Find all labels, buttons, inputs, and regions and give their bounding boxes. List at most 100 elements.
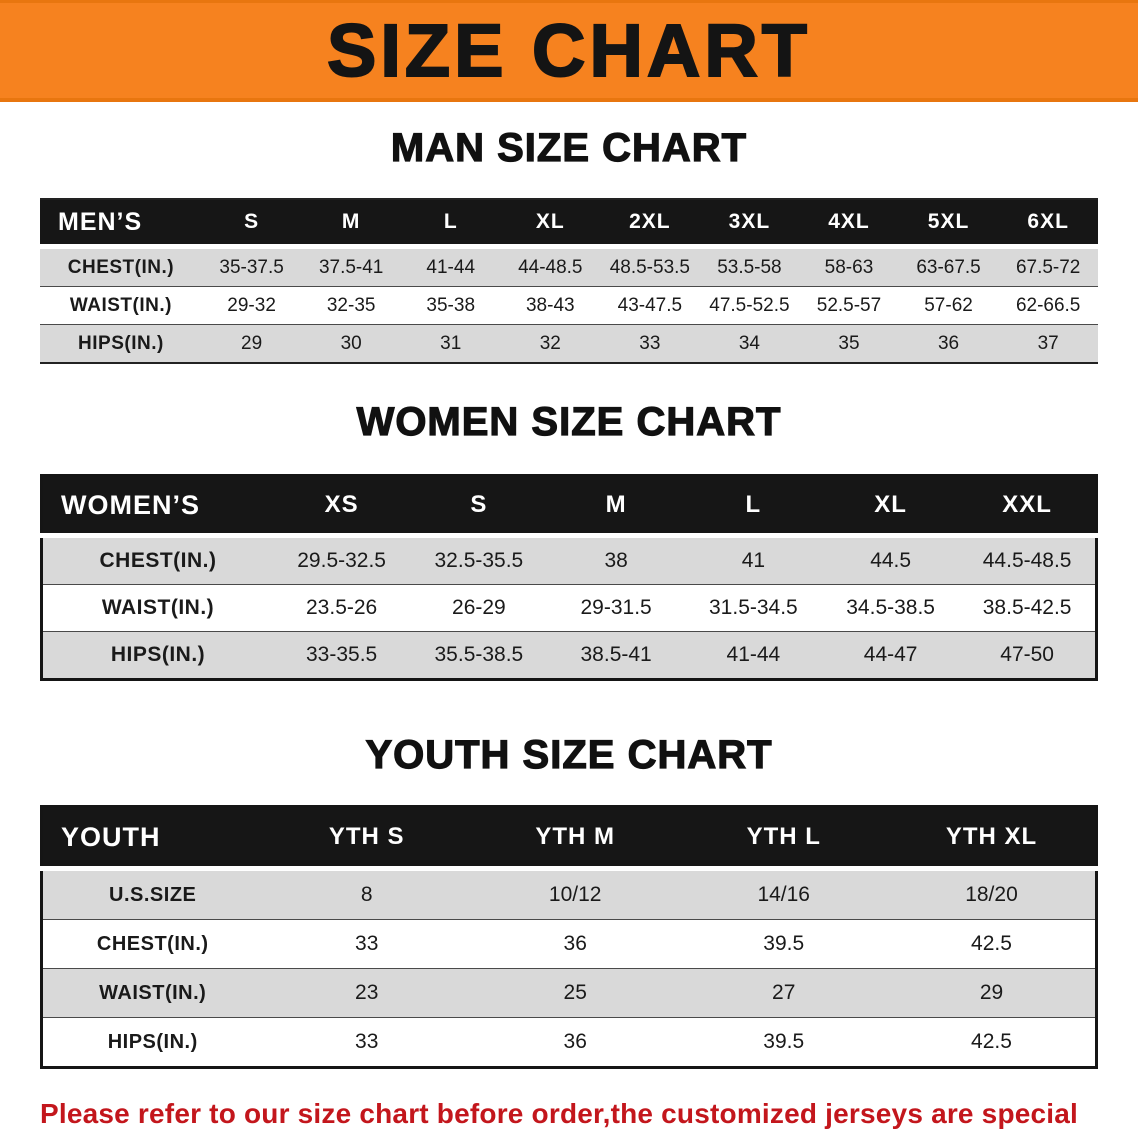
size-value-cell: 37 [998, 324, 1098, 363]
size-value-cell: 31.5-34.5 [684, 584, 822, 632]
size-value-cell: 48.5-53.5 [609, 256, 690, 278]
size-value-cell: 33 [600, 324, 700, 363]
size-value-cell: 8 [360, 883, 373, 906]
size-value-cell: 58-63 [824, 256, 874, 278]
size-column-header: YTH XL [887, 806, 1097, 871]
size-value-cell: 57-62 [898, 286, 999, 325]
measurement-row-label: HIPS(IN.) [41, 1017, 263, 1068]
men-section-heading: MAN SIZE CHART [390, 125, 748, 170]
section-men: MAN SIZE CHART MEN’S S M L XL 2XL 3XL 4XL 5XL 6XL… [0, 124, 1138, 364]
size-value-cell: 44-47 [822, 631, 960, 680]
size-value-cell: 29.5-32.5 [297, 549, 386, 572]
size-column-header: 4XL [799, 199, 899, 249]
table-row: HIPS(IN.) 33 36 39.5 42.5 [41, 1017, 1097, 1068]
size-value-cell: 35 [799, 324, 899, 363]
table-row: WAIST(IN.) 29-32 32-35 35-38 38-43 43-47.5 47.… [40, 286, 1098, 325]
size-value-cell: 25 [470, 968, 680, 1018]
size-value-cell: 36 [898, 324, 999, 363]
size-value-cell: 47.5-52.5 [699, 286, 800, 325]
page-title: SIZE CHART [326, 8, 811, 92]
women-section-heading: WOMEN SIZE CHART [356, 399, 782, 444]
size-value-cell: 43-47.5 [600, 286, 700, 325]
size-column-header: XL [500, 199, 601, 249]
youth-size-table: YOUTH YTH S YTH M YTH L YTH XL U.S.SIZE 8 10/12… [40, 805, 1098, 1069]
table-row: CHEST(IN.) 29.5-32.5 32.5-35.5 38 41 44.5 44.5… [41, 535, 1097, 585]
youth-section-heading: YOUTH SIZE CHART [365, 732, 773, 777]
women-table-title-cell: WOMEN’S [41, 475, 273, 538]
size-value-cell: 31 [400, 324, 501, 363]
measurement-row-label: CHEST(IN.) [67, 256, 175, 278]
women-size-table: WOMEN’S XS S M L XL XXL CHEST(IN.) 29.5-32.5 32.5… [40, 474, 1098, 681]
size-value-cell: 34 [699, 324, 800, 363]
men-table-title-cell: MEN’S [40, 199, 202, 249]
youth-table-title-cell: YOUTH [41, 806, 263, 871]
order-note: Please refer to our size chart before or… [40, 1093, 1094, 1132]
size-column-header: YTH S [262, 806, 471, 871]
size-value-cell: 39.5 [679, 1017, 888, 1068]
size-value-cell: 35-38 [400, 286, 501, 325]
header-row: MEN’S S M L XL 2XL 3XL 4XL 5XL 6XL [40, 199, 1098, 249]
size-value-cell: 42.5 [887, 919, 1097, 969]
size-value-cell: 34.5-38.5 [822, 584, 960, 632]
size-column-header: XS [273, 475, 411, 538]
size-value-cell: 36 [470, 1017, 680, 1068]
size-value-cell: 52.5-57 [799, 286, 899, 325]
size-column-header: L [400, 199, 501, 249]
size-value-cell: 38-43 [500, 286, 601, 325]
size-value-cell: 47-50 [959, 631, 1097, 680]
men-size-table: MEN’S S M L XL 2XL 3XL 4XL 5XL 6XL CHEST(IN.) 35-37… [40, 198, 1098, 364]
size-value-cell: 44.5 [870, 549, 912, 572]
size-column-header: S [410, 475, 548, 538]
size-value-cell: 44.5-48.5 [982, 549, 1072, 572]
size-value-cell: 23 [262, 968, 471, 1018]
table-row: WAIST(IN.) 23 25 27 29 [41, 968, 1097, 1018]
size-value-cell: 42.5 [887, 1017, 1097, 1068]
measurement-row-label: WAIST(IN.) [41, 968, 263, 1018]
table-row: U.S.SIZE 8 10/12 14/16 18/20 [41, 868, 1097, 920]
size-column-header: S [201, 199, 302, 249]
size-value-cell: 63-67.5 [916, 256, 981, 278]
size-value-cell: 37.5-41 [318, 256, 384, 278]
size-column-header: 5XL [898, 199, 999, 249]
table-row: WAIST(IN.) 23.5-26 26-29 29-31.5 31.5-34.5 34… [41, 584, 1097, 632]
table-row: HIPS(IN.) 33-35.5 35.5-38.5 38.5-41 41-44 44-… [41, 631, 1097, 680]
size-column-header: M [547, 475, 685, 538]
size-value-cell: 41 [741, 549, 766, 572]
size-value-cell: 35-37.5 [219, 256, 284, 278]
size-column-header: YTH M [470, 806, 680, 871]
header-row: YOUTH YTH S YTH M YTH L YTH XL [41, 806, 1097, 871]
size-value-cell: 41-44 [426, 256, 476, 278]
women-size-table-container: WOMEN’S XS S M L XL XXL CHEST(IN.) 29.5-32.5 32.5… [0, 474, 1138, 681]
measurement-row-label: HIPS(IN.) [41, 631, 273, 680]
size-value-cell: 32 [500, 324, 601, 363]
size-value-cell: 38.5-42.5 [959, 584, 1097, 632]
size-chart-sections: MAN SIZE CHART MEN’S S M L XL 2XL 3XL 4XL 5XL 6XL… [0, 124, 1138, 1069]
size-column-header: 6XL [998, 199, 1098, 249]
size-value-cell: 26-29 [410, 584, 548, 632]
size-column-header: M [301, 199, 401, 249]
banner: SIZE CHART [0, 0, 1138, 102]
note-line-1: Please refer to our size chart before or… [40, 1098, 1079, 1129]
size-value-cell: 33 [262, 1017, 471, 1068]
size-column-header: XL [822, 475, 960, 538]
size-column-header: XXL [959, 475, 1097, 538]
size-value-cell: 36 [470, 919, 680, 969]
size-value-cell: 10/12 [548, 883, 602, 906]
size-value-cell: 38.5-41 [547, 631, 685, 680]
size-value-cell: 30 [301, 324, 401, 363]
measurement-row-label: U.S.SIZE [109, 883, 197, 906]
size-value-cell: 14/16 [757, 883, 810, 906]
size-value-cell: 35.5-38.5 [410, 631, 548, 680]
table-row: HIPS(IN.) 29 30 31 32 33 34 35 36 37 [40, 324, 1098, 363]
size-value-cell: 29-31.5 [547, 584, 685, 632]
size-value-cell: 39.5 [679, 919, 888, 969]
size-value-cell: 29 [887, 968, 1097, 1018]
men-size-table-container: MEN’S S M L XL 2XL 3XL 4XL 5XL 6XL CHEST(IN.) 35-37… [0, 198, 1138, 364]
size-value-cell: 44-48.5 [518, 256, 583, 278]
header-row: WOMEN’S XS S M L XL XXL [41, 475, 1097, 538]
size-column-header: 2XL [600, 199, 700, 249]
size-value-cell: 27 [679, 968, 888, 1018]
size-column-header: L [684, 475, 822, 538]
size-column-header: 3XL [699, 199, 800, 249]
